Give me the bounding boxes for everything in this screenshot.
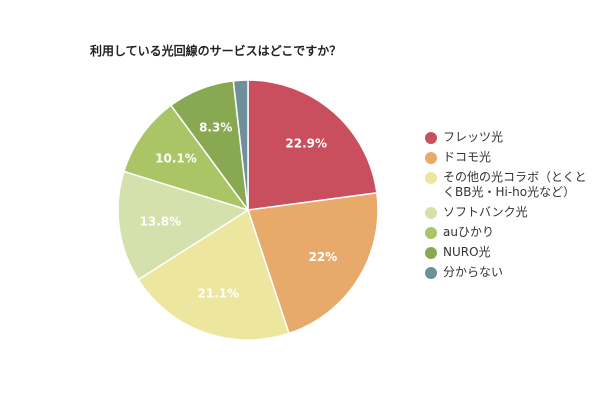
data-label: 22.9% <box>285 137 327 151</box>
legend-label: ドコモ光 <box>443 150 492 164</box>
legend-item[interactable]: ソフトバンク光 <box>425 205 595 220</box>
legend-swatch <box>425 247 437 259</box>
legend-item[interactable]: auひかり <box>425 225 595 240</box>
data-label: 10.1% <box>155 152 197 166</box>
legend-label: その他の光コラボ（とくとくBB光・Hi-ho光など） <box>443 170 587 199</box>
data-label: 8.3% <box>199 121 232 135</box>
legend-item[interactable]: フレッツ光 <box>425 130 595 145</box>
pie-slice[interactable] <box>247 192 379 335</box>
data-label: 21.1% <box>197 286 239 300</box>
legend-swatch <box>425 267 437 279</box>
pie-slice[interactable] <box>122 104 250 212</box>
legend-swatch <box>425 132 437 144</box>
pie-slice[interactable] <box>117 170 250 281</box>
legend-swatch <box>425 207 437 219</box>
pie-slice[interactable] <box>232 79 249 211</box>
chart-title: 利用している光回線のサービスはどこですか？ <box>90 44 342 58</box>
legend-label: NURO光 <box>443 245 491 259</box>
pie-slice[interactable] <box>137 208 290 341</box>
legend-swatch <box>425 227 437 239</box>
legend-swatch <box>425 172 437 184</box>
data-label: 13.8% <box>140 215 182 229</box>
data-label: 22% <box>309 250 338 264</box>
legend-item[interactable]: ドコモ光 <box>425 150 595 165</box>
legend-item[interactable]: NURO光 <box>425 245 595 260</box>
legend: フレッツ光ドコモ光その他の光コラボ（とくとくBB光・Hi-ho光など） ソフトバン… <box>425 130 595 285</box>
legend-label: フレッツ光 <box>443 130 504 144</box>
legend-item[interactable]: その他の光コラボ（とくとくBB光・Hi-ho光など） <box>425 170 595 200</box>
legend-label: auひかり <box>443 225 494 239</box>
legend-swatch <box>425 152 437 164</box>
legend-label: ソフトバンク光 <box>443 205 528 219</box>
pie-slice[interactable] <box>247 79 378 211</box>
legend-label: 分からない <box>443 265 504 279</box>
legend-item[interactable]: 分からない <box>425 265 595 280</box>
